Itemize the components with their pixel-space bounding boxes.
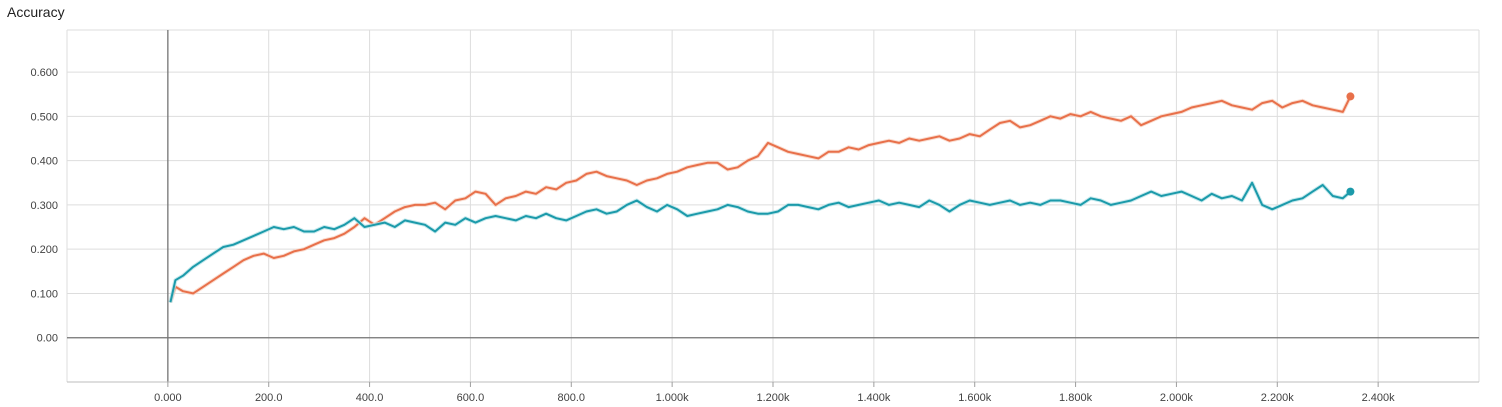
x-tick-label-9: 1.800k xyxy=(1059,392,1093,404)
series-group xyxy=(168,92,1355,303)
axes xyxy=(67,30,1479,387)
x-tick-label-4: 800.0 xyxy=(558,392,586,404)
tick-labels: 0.000 200.0 400.0 600.0 800.0 1.000k 1.200k 1.4… xyxy=(30,67,1395,404)
series-0-end-point xyxy=(1346,92,1355,101)
y-tick-label-5: 0.500 xyxy=(30,111,58,123)
x-tick-label-8: 1.600k xyxy=(958,392,992,404)
x-tick-label-7: 1.400k xyxy=(857,392,891,404)
y-tick-label-1: 0.100 xyxy=(30,288,58,300)
y-tick-label-4: 0.400 xyxy=(30,156,58,168)
y-tick-label-6: 0.600 xyxy=(30,67,58,79)
series-1-end-point xyxy=(1346,187,1355,196)
series-1-raw-line xyxy=(168,180,1352,303)
x-tick-label-5: 1.000k xyxy=(656,392,690,404)
y-tick-label-3: 0.300 xyxy=(30,200,58,212)
x-tick-label-3: 600.0 xyxy=(457,392,485,404)
series-0-line xyxy=(169,95,1352,303)
x-tick-label-11: 2.200k xyxy=(1261,392,1295,404)
x-tick-label-0: 0.000 xyxy=(154,392,182,404)
y-tick-label-2: 0.200 xyxy=(30,244,58,256)
y-tick-label-0: 0.00 xyxy=(37,333,58,345)
chart-title: Accuracy xyxy=(7,4,65,20)
x-tick-label-10: 2.000k xyxy=(1160,392,1194,404)
series-1-line xyxy=(169,181,1352,303)
x-tick-label-1: 200.0 xyxy=(255,392,283,404)
x-tick-label-12: 2.400k xyxy=(1362,392,1396,404)
x-tick-label-2: 400.0 xyxy=(356,392,384,404)
x-tick-label-6: 1.200k xyxy=(756,392,790,404)
series-0-raw-line xyxy=(168,95,1353,303)
